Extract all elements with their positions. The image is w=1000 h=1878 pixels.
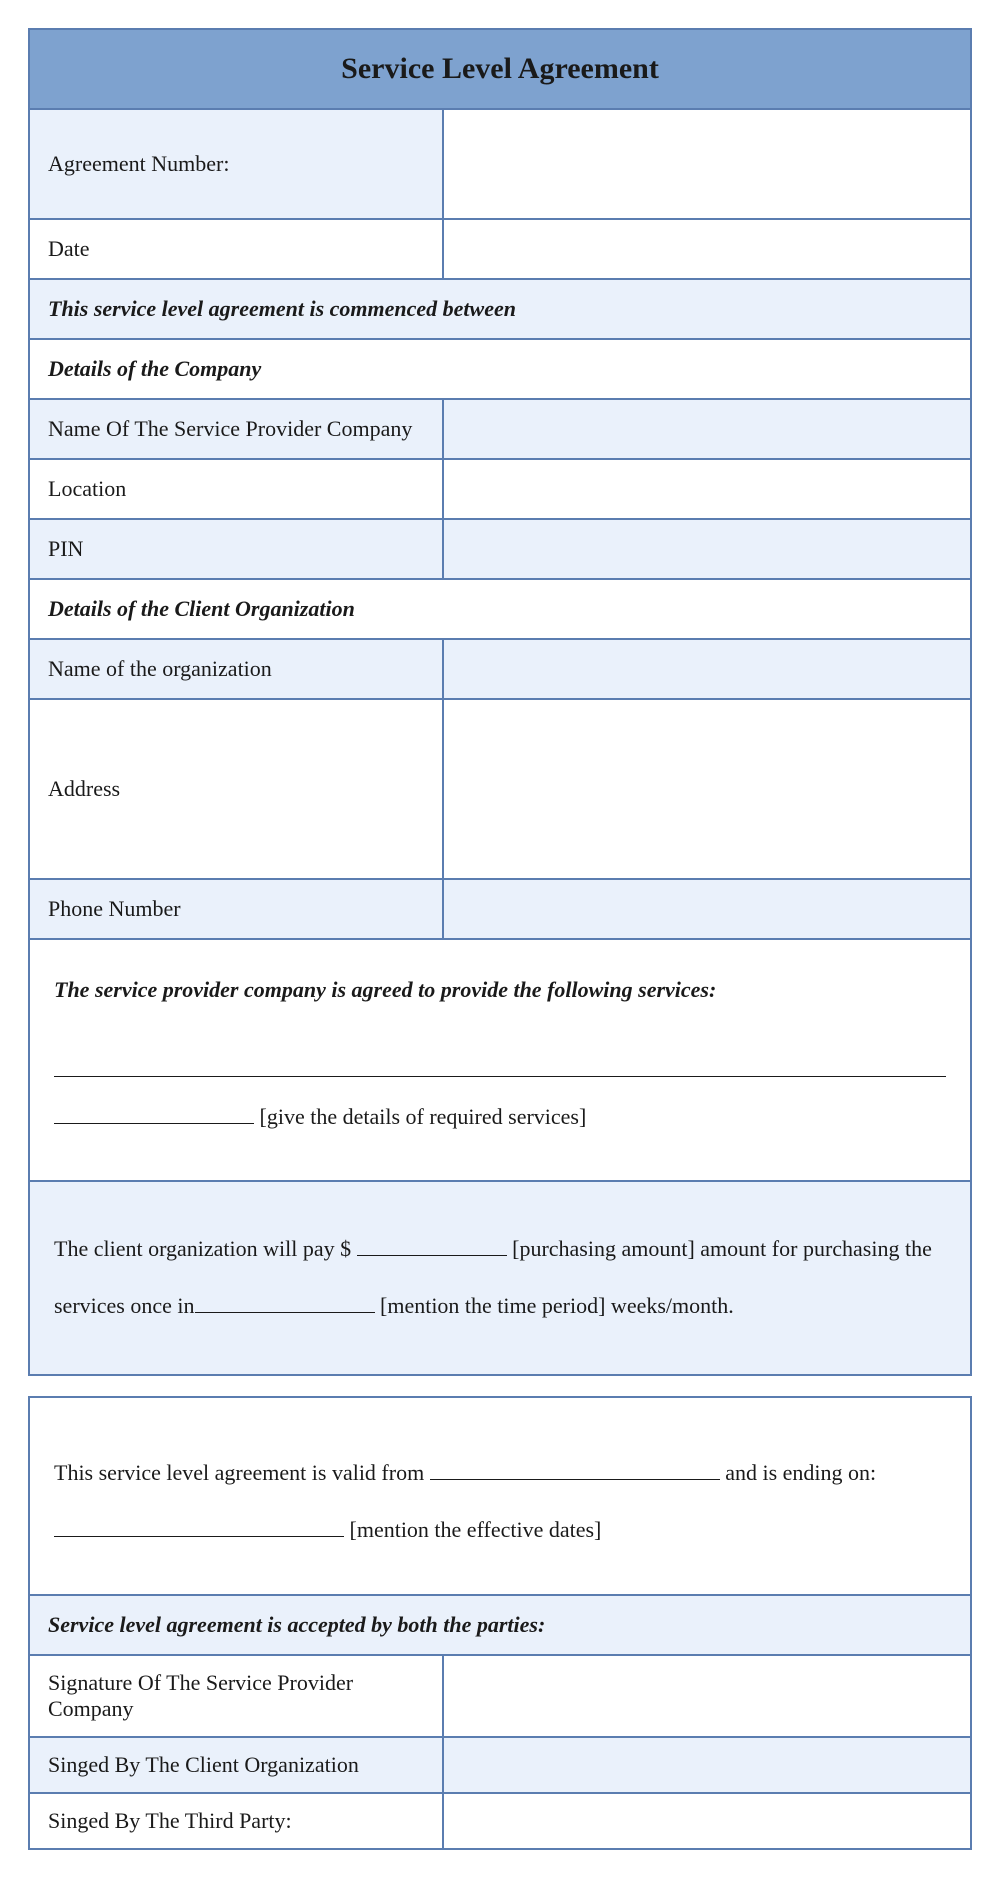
provider-name-value[interactable] [443,399,971,459]
phone-label: Phone Number [29,879,443,939]
sla-table-main: Service Level Agreement Agreement Number… [28,28,972,1376]
date-value[interactable] [443,219,971,279]
table-gap [28,1376,972,1396]
payment-cell[interactable]: The client organization will pay $ [purc… [29,1181,971,1375]
commence-row: This service level agreement is commence… [29,279,971,339]
agreement-number-row: Agreement Number: [29,109,971,219]
signature-provider-label: Signature Of The Service Provider Compan… [29,1655,443,1737]
accept-header-row: Service level agreement is accepted by b… [29,1595,971,1655]
pin-label: PIN [29,519,443,579]
date-row: Date [29,219,971,279]
services-hint: [give the details of required services] [254,1104,586,1129]
address-label: Address [29,699,443,879]
signature-third-row: Singed By The Third Party: [29,1793,971,1849]
validity-part1: This service level agreement is valid fr… [54,1460,430,1485]
validity-part3: [mention the effective dates] [344,1517,601,1542]
payment-period-blank[interactable] [195,1295,375,1313]
provider-name-label: Name Of The Service Provider Company [29,399,443,459]
provider-name-row: Name Of The Service Provider Company [29,399,971,459]
agreement-number-label: Agreement Number: [29,109,443,219]
payment-part3: [mention the time period] weeks/month. [375,1293,734,1318]
sla-document: Service Level Agreement Agreement Number… [28,28,972,1850]
pin-value[interactable] [443,519,971,579]
payment-row: The client organization will pay $ [purc… [29,1181,971,1375]
phone-row: Phone Number [29,879,971,939]
org-name-value[interactable] [443,639,971,699]
signature-provider-row: Signature Of The Service Provider Compan… [29,1655,971,1737]
document-title: Service Level Agreement [29,29,971,109]
location-row: Location [29,459,971,519]
accept-header: Service level agreement is accepted by b… [29,1595,971,1655]
location-value[interactable] [443,459,971,519]
org-name-row: Name of the organization [29,639,971,699]
client-header: Details of the Client Organization [29,579,971,639]
services-blank-line[interactable] [54,1043,946,1077]
validity-to-blank[interactable] [54,1519,344,1537]
agreement-number-value[interactable] [443,109,971,219]
company-header-row: Details of the Company [29,339,971,399]
services-short-blank[interactable] [54,1106,254,1124]
payment-part1: The client organization will pay $ [54,1236,357,1261]
phone-value[interactable] [443,879,971,939]
validity-row: This service level agreement is valid fr… [29,1397,971,1595]
signature-third-label: Singed By The Third Party: [29,1793,443,1849]
signature-client-row: Singed By The Client Organization [29,1737,971,1793]
payment-amount-blank[interactable] [357,1238,507,1256]
signature-client-label: Singed By The Client Organization [29,1737,443,1793]
validity-from-blank[interactable] [430,1462,720,1480]
pin-row: PIN [29,519,971,579]
signature-client-value[interactable] [443,1737,971,1793]
company-header: Details of the Company [29,339,971,399]
signature-third-value[interactable] [443,1793,971,1849]
services-intro: The service provider company is agreed t… [54,964,946,1017]
signature-provider-value[interactable] [443,1655,971,1737]
client-header-row: Details of the Client Organization [29,579,971,639]
validity-part2: and is ending on: [720,1460,876,1485]
services-row: The service provider company is agreed t… [29,939,971,1181]
commence-header: This service level agreement is commence… [29,279,971,339]
location-label: Location [29,459,443,519]
validity-cell[interactable]: This service level agreement is valid fr… [29,1397,971,1595]
services-cell[interactable]: The service provider company is agreed t… [29,939,971,1181]
services-hint-line: [give the details of required services] [54,1091,946,1144]
address-value[interactable] [443,699,971,879]
org-name-label: Name of the organization [29,639,443,699]
address-row: Address [29,699,971,879]
title-row: Service Level Agreement [29,29,971,109]
date-label: Date [29,219,443,279]
sla-table-secondary: This service level agreement is valid fr… [28,1396,972,1850]
